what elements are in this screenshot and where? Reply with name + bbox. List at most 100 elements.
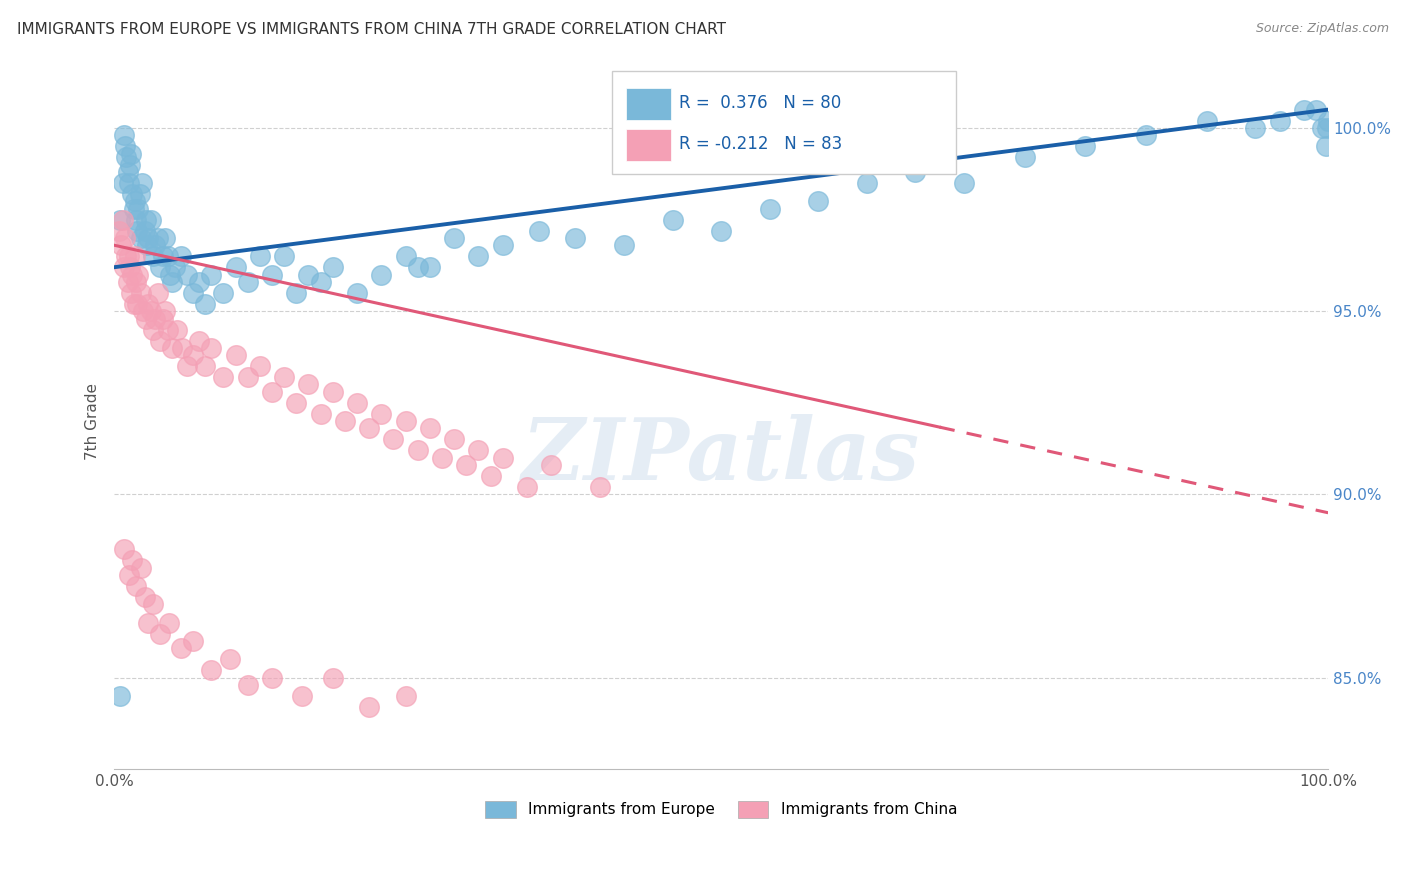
Point <box>118 249 141 263</box>
Point <box>127 268 149 282</box>
Point <box>1305 103 1327 117</box>
Point <box>181 285 204 300</box>
Point <box>322 671 344 685</box>
Point <box>156 249 179 263</box>
Point <box>1310 120 1333 135</box>
Point <box>540 458 562 472</box>
Point <box>236 678 259 692</box>
Point <box>1316 120 1339 135</box>
Point <box>127 202 149 216</box>
Text: Source: ZipAtlas.com: Source: ZipAtlas.com <box>1256 22 1389 36</box>
Point <box>1014 150 1036 164</box>
Point <box>127 297 149 311</box>
Point <box>170 641 193 656</box>
Point <box>218 652 240 666</box>
Point <box>589 480 612 494</box>
Point <box>152 311 174 326</box>
Point <box>406 443 429 458</box>
Point <box>136 297 159 311</box>
Point <box>333 414 356 428</box>
Point <box>162 341 184 355</box>
Point <box>108 223 131 237</box>
Point <box>188 334 211 348</box>
Point <box>297 377 319 392</box>
Point <box>260 671 283 685</box>
Point <box>249 359 271 374</box>
Point <box>212 285 235 300</box>
Point <box>114 231 136 245</box>
Point <box>129 231 152 245</box>
Point <box>194 297 217 311</box>
Point <box>114 139 136 153</box>
Point <box>236 370 259 384</box>
Point <box>456 458 478 472</box>
Point <box>127 223 149 237</box>
Point <box>153 304 176 318</box>
Point <box>121 186 143 201</box>
Point <box>170 249 193 263</box>
Point <box>110 212 132 227</box>
Point <box>157 615 180 630</box>
Point <box>291 689 314 703</box>
Point <box>212 370 235 384</box>
Point <box>188 275 211 289</box>
Point <box>125 275 148 289</box>
Point <box>122 297 145 311</box>
Point <box>492 450 515 465</box>
Point <box>200 664 222 678</box>
Point <box>419 421 441 435</box>
Point <box>110 238 132 252</box>
Point <box>112 260 135 275</box>
Point <box>145 311 167 326</box>
Point <box>1268 113 1291 128</box>
Y-axis label: 7th Grade: 7th Grade <box>86 383 100 459</box>
Point <box>200 268 222 282</box>
Point <box>176 359 198 374</box>
Point <box>121 268 143 282</box>
Point <box>346 285 368 300</box>
Legend: Immigrants from Europe, Immigrants from China: Immigrants from Europe, Immigrants from … <box>479 795 963 824</box>
Point <box>297 268 319 282</box>
Point <box>181 634 204 648</box>
Point <box>419 260 441 275</box>
Point <box>564 231 586 245</box>
Point <box>1135 128 1157 143</box>
Point <box>146 231 169 245</box>
Point <box>111 212 134 227</box>
Point <box>430 450 453 465</box>
Point <box>236 275 259 289</box>
Point <box>134 590 156 604</box>
Point <box>1244 120 1267 135</box>
Point <box>661 212 683 227</box>
Point <box>176 268 198 282</box>
Point <box>117 275 139 289</box>
Point <box>346 396 368 410</box>
Point <box>124 249 146 263</box>
Point <box>111 176 134 190</box>
Point <box>710 223 733 237</box>
Point <box>309 275 332 289</box>
Point <box>382 433 405 447</box>
Point <box>135 311 157 326</box>
Point <box>120 146 142 161</box>
Point <box>122 202 145 216</box>
Point <box>359 700 381 714</box>
Point <box>807 194 830 209</box>
Point <box>149 260 172 275</box>
Point <box>152 249 174 263</box>
Point <box>162 275 184 289</box>
Point <box>406 260 429 275</box>
Point <box>125 579 148 593</box>
Point <box>149 334 172 348</box>
Point <box>112 542 135 557</box>
Point <box>117 165 139 179</box>
Point <box>443 231 465 245</box>
Point <box>110 689 132 703</box>
Point <box>136 231 159 245</box>
Point <box>516 480 538 494</box>
Point <box>129 560 152 574</box>
Point <box>527 223 550 237</box>
Point <box>142 598 165 612</box>
Point <box>139 304 162 318</box>
Point <box>166 322 188 336</box>
